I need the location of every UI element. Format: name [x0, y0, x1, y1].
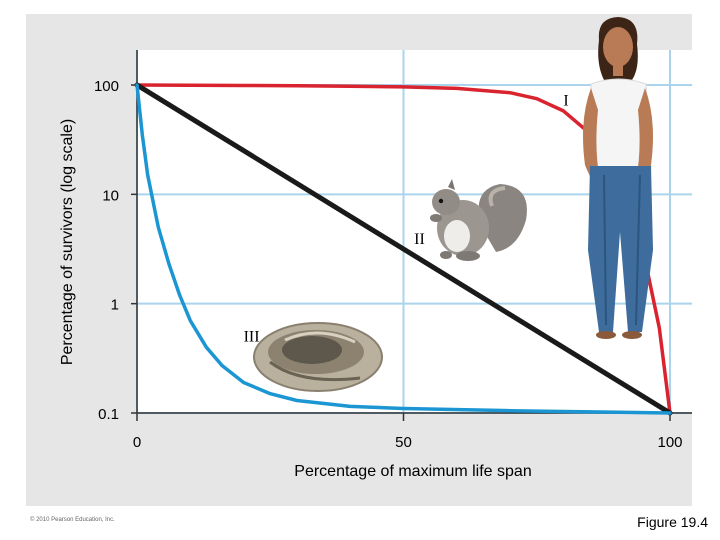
x-axis-title: Percentage of maximum life span — [294, 463, 531, 480]
woman-illustration — [583, 17, 653, 339]
axis-titles: Percentage of maximum life span Percentag… — [59, 119, 532, 480]
x-tick-label: 100 — [657, 434, 682, 451]
series-label: III — [244, 329, 260, 346]
squirrel-illustration — [430, 179, 527, 261]
y-tick-label: 10 — [102, 187, 119, 204]
figure-label: Figure 19.4 — [637, 514, 708, 530]
series-line-iii — [135, 83, 672, 415]
tick-labels: 100 10 1 0.1 0 50 100 — [94, 78, 683, 451]
y-tick-label: 1 — [111, 297, 119, 314]
x-tick-label: 0 — [133, 434, 141, 451]
x-tick-label: 50 — [395, 434, 412, 451]
y-tick-label: 0.1 — [98, 406, 119, 423]
oyster-illustration — [253, 322, 383, 392]
series-label: I — [563, 92, 568, 109]
y-axis-title: Percentage of survivors (log scale) — [59, 119, 76, 365]
series-label: II — [414, 231, 425, 248]
series-line-ii — [134, 82, 673, 416]
y-tick-label: 100 — [94, 78, 119, 95]
copyright-text: © 2010 Pearson Education, Inc. — [30, 517, 115, 523]
